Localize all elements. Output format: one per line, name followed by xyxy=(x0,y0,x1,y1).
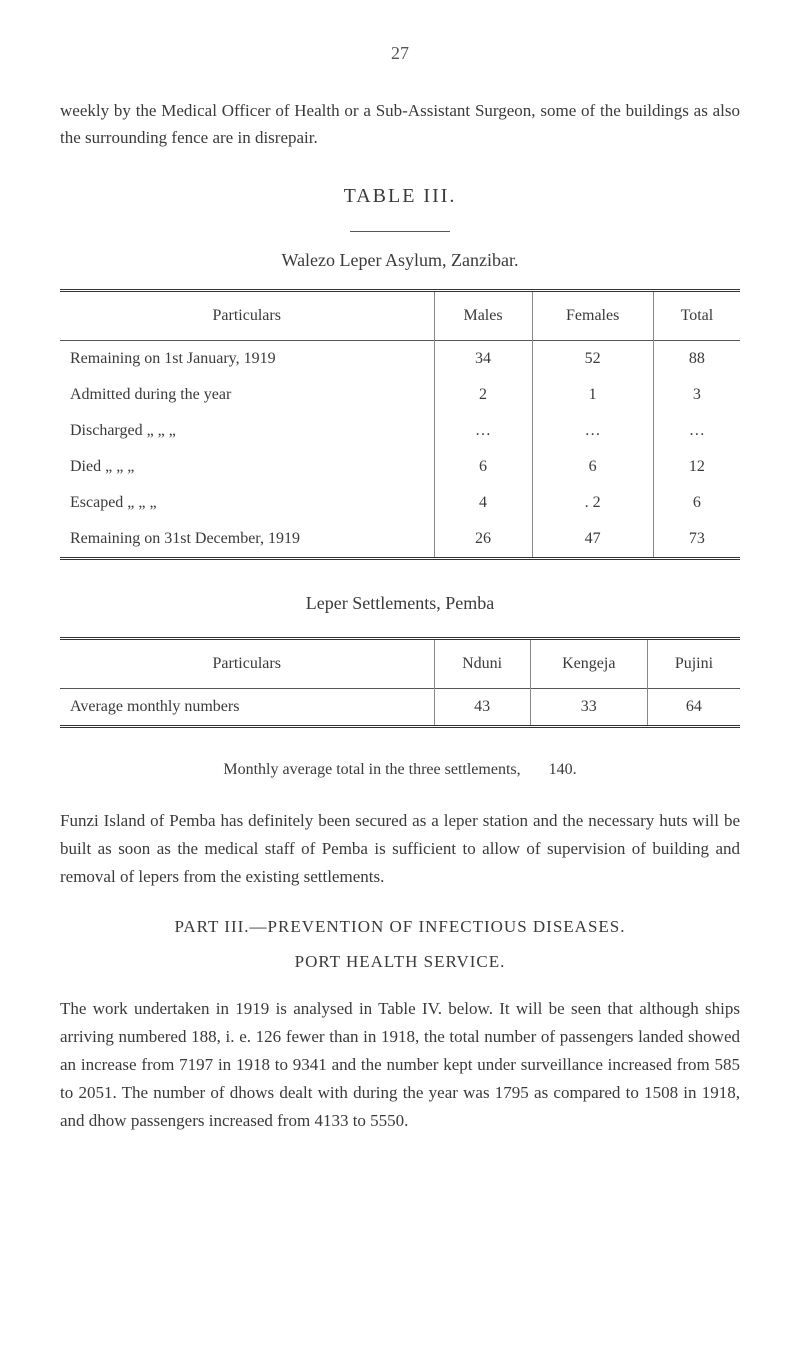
row-value: . 2 xyxy=(532,485,653,521)
row-label: Remaining on 31st December, 1919 xyxy=(60,521,434,559)
port-paragraph: The work undertaken in 1919 is analysed … xyxy=(60,995,740,1135)
col-particulars: Particulars xyxy=(60,291,434,341)
row-value: 6 xyxy=(434,449,532,485)
table-row: Admitted during the year 2 1 3 xyxy=(60,377,740,413)
table3: Particulars Males Females Total Remainin… xyxy=(60,289,740,560)
page-number: 27 xyxy=(60,40,740,67)
intro-paragraph: weekly by the Medical Officer of Health … xyxy=(60,97,740,151)
col-males: Males xyxy=(434,291,532,341)
table-row: Discharged „ „ „ … … … xyxy=(60,413,740,449)
row-value: … xyxy=(653,413,740,449)
col-nduni: Nduni xyxy=(434,639,530,689)
part3-heading: PART III.—PREVENTION OF INFECTIOUS DISEA… xyxy=(60,914,740,940)
col-kengeja: Kengeja xyxy=(530,639,647,689)
row-value: 64 xyxy=(647,689,740,727)
row-value: … xyxy=(532,413,653,449)
leper-settlements-heading: Leper Settlements, Pemba xyxy=(60,590,740,617)
col-females: Females xyxy=(532,291,653,341)
col-particulars: Particulars xyxy=(60,639,434,689)
monthly-average-line: Monthly average total in the three settl… xyxy=(60,758,740,782)
row-value: 12 xyxy=(653,449,740,485)
row-value: 43 xyxy=(434,689,530,727)
row-value: 2 xyxy=(434,377,532,413)
table3-subtitle: Walezo Leper Asylum, Zanzibar. xyxy=(60,247,740,274)
footer-value: 140. xyxy=(549,761,577,778)
row-label: Admitted during the year xyxy=(60,377,434,413)
row-value: 6 xyxy=(532,449,653,485)
row-value: 73 xyxy=(653,521,740,559)
row-value: … xyxy=(434,413,532,449)
table3-title: TABLE III. xyxy=(60,181,740,211)
table-row: Died „ „ „ 6 6 12 xyxy=(60,449,740,485)
row-label: Discharged „ „ „ xyxy=(60,413,434,449)
row-value: 33 xyxy=(530,689,647,727)
col-pujini: Pujini xyxy=(647,639,740,689)
row-label: Died „ „ „ xyxy=(60,449,434,485)
row-value: 3 xyxy=(653,377,740,413)
row-value: 34 xyxy=(434,341,532,378)
table-row: Escaped „ „ „ 4 . 2 6 xyxy=(60,485,740,521)
funzi-paragraph: Funzi Island of Pemba has definitely bee… xyxy=(60,807,740,891)
leper-settlements-table: Particulars Nduni Kengeja Pujini Average… xyxy=(60,637,740,728)
row-value: 1 xyxy=(532,377,653,413)
row-label: Average monthly numbers xyxy=(60,689,434,727)
footer-text: Monthly average total in the three settl… xyxy=(223,761,520,778)
row-value: 47 xyxy=(532,521,653,559)
row-value: 4 xyxy=(434,485,532,521)
port-health-heading: PORT HEALTH SERVICE. xyxy=(60,949,740,975)
table-row: Average monthly numbers 43 33 64 xyxy=(60,689,740,727)
col-total: Total xyxy=(653,291,740,341)
row-label: Remaining on 1st January, 1919 xyxy=(60,341,434,378)
title-underline xyxy=(350,231,450,232)
row-value: 88 xyxy=(653,341,740,378)
table-row: Remaining on 31st December, 1919 26 47 7… xyxy=(60,521,740,559)
row-value: 6 xyxy=(653,485,740,521)
row-value: 26 xyxy=(434,521,532,559)
table-row: Remaining on 1st January, 1919 34 52 88 xyxy=(60,341,740,378)
row-value: 52 xyxy=(532,341,653,378)
row-label: Escaped „ „ „ xyxy=(60,485,434,521)
